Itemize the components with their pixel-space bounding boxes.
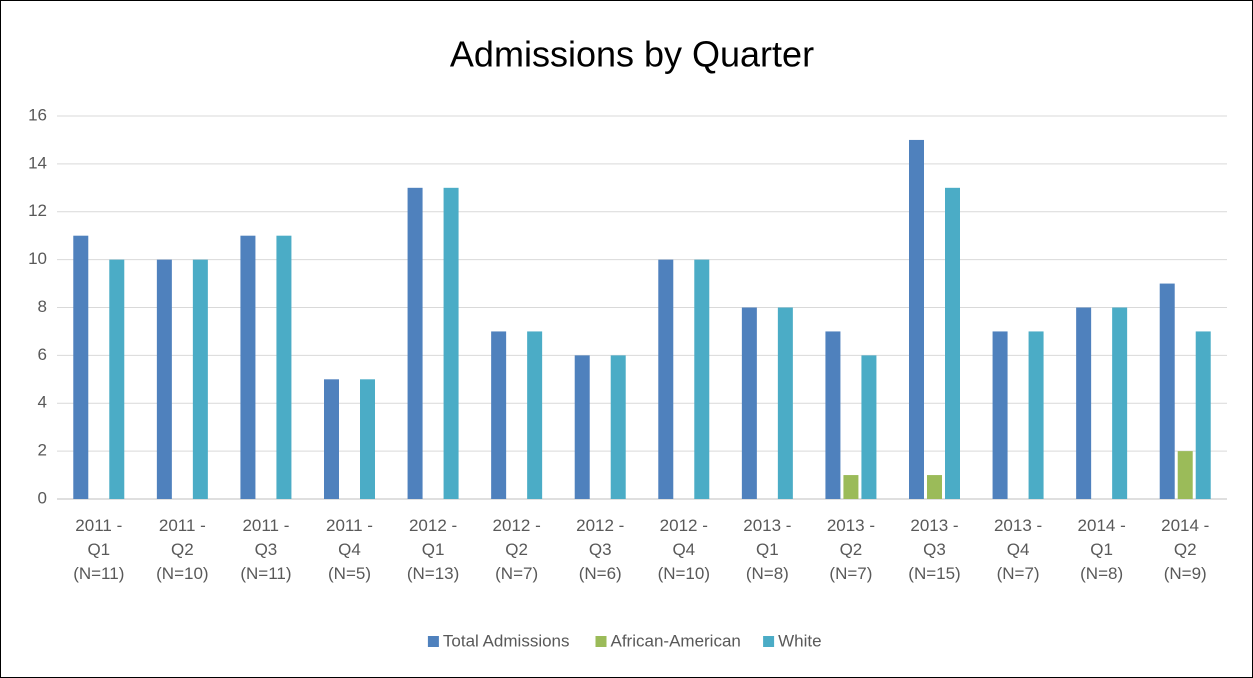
bar [825, 331, 841, 499]
x-tick-label: 2013 -Q1 (N=8) [743, 516, 791, 583]
bar [909, 139, 924, 499]
y-tick-label: 0 [38, 488, 47, 507]
bar [1159, 283, 1175, 499]
x-tick-label: 2013 -Q2 (N=7) [827, 516, 875, 583]
x-tick-label: 2012 -Q1 (N=13) [407, 516, 459, 583]
bar [324, 379, 339, 499]
bar [240, 235, 256, 499]
y-tick-label: 6 [38, 345, 47, 364]
bar [360, 379, 375, 499]
bar [945, 187, 960, 499]
bar [694, 259, 710, 499]
bar [156, 259, 172, 499]
x-tick-label: 2012 -Q3 (N=6) [576, 516, 624, 583]
legend-swatch [427, 636, 439, 647]
x-tick-label: 2011 -Q1 (N=11) [73, 516, 124, 583]
y-tick-label: 12 [28, 201, 47, 220]
bar [1076, 307, 1092, 499]
bar [658, 259, 674, 499]
bar [276, 235, 292, 499]
bar [73, 235, 89, 499]
bar [443, 187, 459, 499]
legend-label: Total Admissions [443, 631, 570, 650]
bar [527, 331, 543, 499]
bar [574, 355, 590, 499]
x-tick-label: 2014 -Q2 (N=9) [1161, 516, 1209, 583]
bar [192, 259, 208, 499]
x-tick-label: 2013 -Q4 (N=7) [994, 516, 1042, 583]
bar [407, 187, 423, 499]
y-tick-label: 10 [28, 249, 47, 268]
x-tick-label: 2012 -Q2 (N=7) [493, 516, 541, 583]
y-tick-label: 8 [38, 297, 47, 316]
bar [1112, 307, 1128, 499]
bar [741, 307, 757, 499]
x-tick-label: 2014 -Q1 (N=8) [1078, 516, 1126, 583]
legend-swatch [763, 636, 775, 647]
x-tick-label: 2012 -Q4 (N=10) [658, 516, 710, 583]
bar [1177, 451, 1193, 499]
bar [843, 475, 859, 499]
bar [992, 331, 1008, 499]
y-tick-label: 2 [38, 441, 47, 460]
y-tick-label: 14 [28, 153, 47, 172]
bar [610, 355, 626, 499]
x-tick-label: 2011 -Q3 (N=11) [240, 516, 291, 583]
bar [1028, 331, 1044, 499]
bar [491, 331, 507, 499]
x-tick-label: 2011 -Q4 (N=5) [326, 516, 373, 583]
x-tick-label: 2013 -Q3 (N=15) [908, 516, 960, 583]
y-tick-label: 4 [38, 393, 47, 412]
y-tick-label: 16 [28, 105, 47, 124]
bar [861, 355, 877, 499]
legend-label: White [778, 631, 821, 650]
chart-title: Admissions by Quarter [450, 34, 814, 75]
bar [777, 307, 793, 499]
bar [1195, 331, 1211, 499]
legend-label: African-American [611, 631, 741, 650]
bar [109, 259, 125, 499]
bar [927, 475, 942, 499]
legend-swatch [595, 636, 607, 647]
x-tick-label: 2011 -Q2 (N=10) [156, 516, 208, 583]
